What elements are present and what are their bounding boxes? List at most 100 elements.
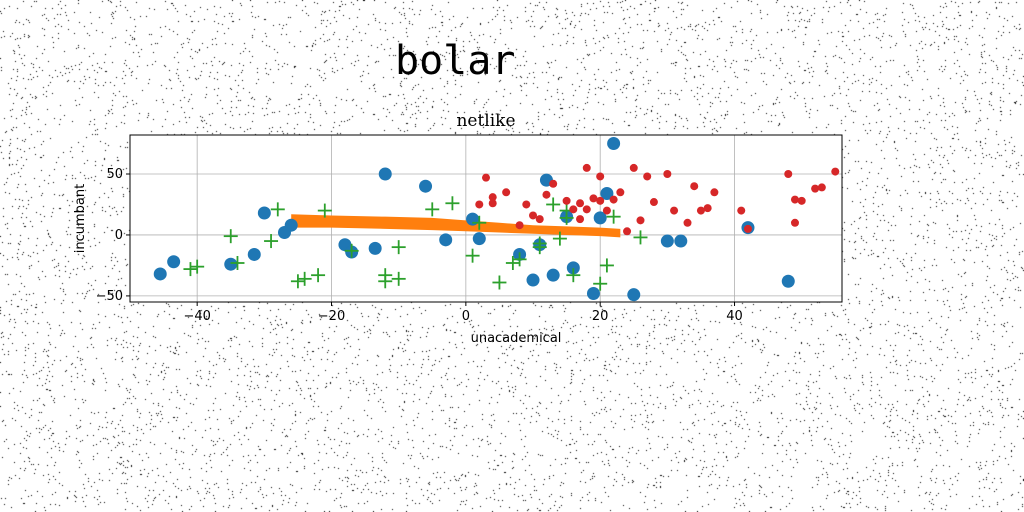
green-plus-point [378, 268, 393, 283]
red-point [582, 205, 591, 214]
x-tick-label: 40 [726, 309, 743, 324]
x-tick-label: 20 [592, 309, 609, 324]
x-axis-label: unacademical [471, 331, 562, 346]
x-tick-label: −20 [318, 309, 345, 324]
blue-point [368, 241, 382, 255]
blue-point [284, 218, 298, 232]
red-point [576, 215, 585, 224]
blue-point [546, 268, 560, 282]
red-point [737, 206, 746, 215]
blue-point [566, 261, 580, 275]
red-point [670, 206, 679, 215]
red-point [535, 215, 544, 224]
green-plus-point [230, 255, 245, 270]
blue-point [660, 234, 674, 248]
red-point [522, 200, 531, 209]
green-plus-point [317, 203, 332, 218]
red-point [636, 216, 645, 225]
blue-point [593, 211, 607, 225]
green-plus-point [492, 275, 507, 290]
green-plus-point [599, 258, 614, 273]
green-plus-point [270, 202, 285, 217]
red-point [488, 199, 497, 208]
red-point [831, 167, 840, 176]
green-plus-point [297, 271, 312, 286]
blue-point [607, 137, 621, 151]
red-point [784, 170, 793, 179]
red-point [790, 195, 799, 204]
chart-title: netlike [456, 111, 515, 131]
blue-point [781, 274, 795, 288]
green-plus-point [472, 215, 487, 230]
blue-point [586, 286, 600, 300]
green-plus-point [391, 271, 406, 286]
red-point [690, 182, 699, 191]
y-tick-label: 0 [115, 228, 123, 243]
green-plus-point [311, 268, 326, 283]
blue-point [439, 233, 453, 247]
red-point [475, 200, 484, 209]
red-point [589, 194, 598, 203]
green-plus-point [532, 236, 547, 251]
green-plus-point [505, 255, 520, 270]
red-point [629, 163, 638, 172]
plot-area [130, 135, 842, 302]
axes-frame [129, 134, 843, 303]
blue-point [627, 288, 641, 302]
red-point [797, 196, 806, 205]
blue-point [224, 257, 238, 271]
green-plus-point [223, 229, 238, 244]
red-point [609, 195, 618, 204]
red-point [811, 184, 820, 193]
x-tick-label: −40 [183, 309, 210, 324]
green-plus-point [546, 197, 561, 212]
red-point [683, 218, 692, 227]
red-point [529, 211, 538, 220]
red-point [549, 179, 558, 188]
red-point [515, 221, 524, 230]
red-point [663, 170, 672, 179]
green-plus-point [391, 240, 406, 255]
blue-point [526, 273, 540, 287]
red-point [703, 204, 712, 213]
y-axis-label: incumbant [73, 184, 88, 253]
blue-point [167, 255, 181, 269]
green-plus-point [606, 209, 621, 224]
red-point [542, 190, 551, 199]
green-plus-point [425, 202, 440, 217]
y-tick-label: 50 [106, 167, 123, 182]
red-point [817, 183, 826, 192]
red-point [790, 218, 799, 227]
red-point [602, 206, 611, 215]
red-point [569, 205, 578, 214]
blue-point [472, 232, 486, 246]
green-plus-point [552, 231, 567, 246]
red-point [643, 172, 652, 181]
red-point [562, 196, 571, 205]
red-point [482, 173, 490, 182]
red-point [623, 227, 632, 236]
green-plus-point [183, 262, 198, 277]
red-point [649, 198, 658, 207]
x-tick-label: 0 [462, 309, 470, 324]
red-point [582, 163, 591, 172]
blue-point [247, 247, 261, 261]
red-point [502, 188, 511, 197]
red-point [696, 206, 705, 215]
red-point [710, 188, 719, 197]
green-plus-point [190, 259, 205, 274]
red-point [576, 199, 585, 208]
green-plus-point [290, 274, 305, 289]
y-tick-label: −50 [96, 289, 123, 304]
blue-point [153, 267, 167, 281]
green-plus-point [559, 210, 574, 225]
blue-point [674, 234, 688, 248]
red-point [616, 188, 625, 197]
green-plus-point [264, 234, 279, 249]
blue-point [378, 167, 392, 181]
green-plus-point [633, 230, 648, 245]
blue-point [257, 206, 271, 220]
green-plus-point [445, 196, 460, 211]
red-point [488, 193, 497, 202]
red-point [596, 172, 605, 181]
